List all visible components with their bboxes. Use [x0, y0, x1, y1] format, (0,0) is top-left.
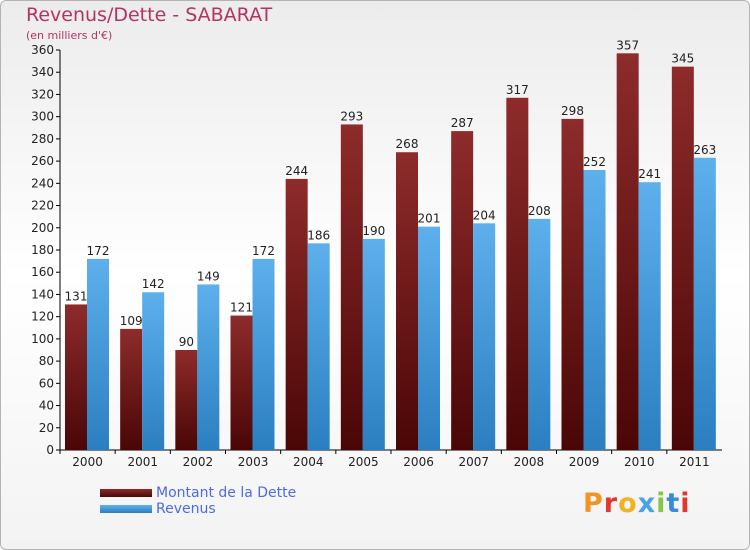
y-tick-label: 260: [31, 154, 54, 168]
y-tick-label: 300: [31, 110, 54, 124]
data-label-debt: 293: [340, 109, 363, 123]
y-tick-label: 20: [39, 421, 54, 435]
bar-debt: [451, 131, 474, 450]
data-label-debt: 244: [285, 164, 308, 178]
y-tick-label: 200: [31, 221, 54, 235]
x-tick-label: 2010: [624, 455, 655, 469]
y-tick-label: 100: [31, 332, 54, 346]
data-label-revenue: 172: [252, 244, 275, 258]
logo-letter: i: [656, 488, 667, 519]
y-tick-label: 60: [39, 376, 54, 390]
data-label-revenue: 263: [693, 143, 716, 157]
y-tick-label: 320: [31, 87, 54, 101]
bar-debt: [671, 66, 694, 451]
bar-debt: [396, 152, 418, 450]
data-label-debt: 131: [65, 289, 88, 303]
y-tick-label: 180: [31, 243, 54, 257]
data-label-revenue: 204: [473, 208, 496, 222]
bar-debt: [120, 328, 143, 450]
bar-debt: [175, 350, 198, 450]
bar-debt: [340, 124, 363, 450]
x-tick-label: 2000: [72, 455, 103, 469]
data-label-debt: 317: [506, 83, 529, 97]
bar-revenue: [197, 284, 220, 450]
x-tick-label: 2011: [679, 455, 710, 469]
data-label-revenue: 172: [87, 244, 110, 258]
y-tick-label: 140: [31, 287, 54, 301]
data-label-debt: 357: [616, 38, 639, 52]
y-tick-label: 160: [31, 265, 54, 279]
data-label-debt: 268: [396, 137, 419, 151]
x-tick-label: 2004: [293, 455, 324, 469]
bar-revenue: [418, 226, 440, 450]
data-label-debt: 345: [671, 52, 694, 66]
y-tick-label: 40: [39, 399, 54, 413]
legend-label-debt: Montant de la Dette: [156, 485, 297, 501]
y-tick-label: 120: [31, 310, 54, 324]
bar-debt: [65, 304, 87, 450]
bar-revenue: [87, 258, 109, 450]
bar-revenue: [693, 157, 716, 450]
logo-letter: o: [618, 488, 638, 519]
bar-revenue: [142, 292, 165, 450]
logo-letter: x: [637, 488, 657, 519]
data-label-debt: 298: [561, 104, 584, 118]
data-label-revenue: 241: [638, 167, 661, 181]
logo-letter: t: [666, 488, 681, 519]
bar-revenue: [362, 238, 385, 450]
data-label-debt: 90: [179, 335, 194, 349]
y-tick-label: 240: [31, 176, 54, 190]
data-label-debt: 287: [451, 116, 474, 130]
chart-title: Revenus/Dette - SABARAT: [26, 4, 273, 26]
x-tick-label: 2003: [238, 455, 269, 469]
data-label-debt: 121: [230, 301, 253, 315]
legend-label-revenue: Revenus: [156, 501, 216, 517]
y-tick-label: 80: [39, 354, 54, 368]
bar-debt: [616, 53, 639, 450]
logo-letter: r: [603, 488, 619, 519]
data-label-revenue: 252: [583, 155, 606, 169]
logo-letter: i: [680, 488, 691, 519]
y-tick-label: 220: [31, 199, 54, 213]
x-tick-label: 2006: [403, 455, 434, 469]
chart-subtitle: (en milliers d'€): [26, 29, 113, 42]
bar-revenue: [638, 182, 661, 450]
bar-debt: [506, 97, 529, 451]
data-label-revenue: 208: [528, 204, 551, 218]
x-tick-label: 2008: [514, 455, 545, 469]
y-tick-label: 340: [31, 65, 54, 79]
bar-revenue: [583, 170, 606, 450]
data-label-revenue: 142: [142, 277, 165, 291]
legend-swatch-debt: [100, 489, 152, 497]
bar-debt: [230, 315, 253, 450]
x-tick-label: 2005: [348, 455, 379, 469]
bar-revenue: [252, 258, 275, 450]
data-label-debt: 109: [120, 314, 143, 328]
proxiti-logo: Proxiti: [583, 488, 691, 519]
data-label-revenue: 201: [418, 212, 441, 226]
x-tick-label: 2002: [183, 455, 214, 469]
bar-revenue: [528, 218, 551, 450]
x-tick-label: 2001: [127, 455, 158, 469]
data-label-revenue: 186: [307, 228, 330, 242]
bar-debt: [561, 118, 584, 450]
data-label-revenue: 190: [362, 224, 385, 238]
logo-letter: P: [583, 488, 604, 519]
x-tick-label: 2009: [569, 455, 600, 469]
bar-revenue: [307, 243, 330, 450]
data-label-revenue: 149: [197, 269, 220, 283]
bar-debt: [285, 178, 308, 450]
x-tick-label: 2007: [458, 455, 489, 469]
y-tick-label: 360: [31, 43, 54, 57]
legend-swatch-revenue: [100, 505, 152, 513]
y-tick-label: 0: [46, 443, 54, 457]
bar-revenue: [473, 223, 496, 450]
y-tick-label: 280: [31, 132, 54, 146]
